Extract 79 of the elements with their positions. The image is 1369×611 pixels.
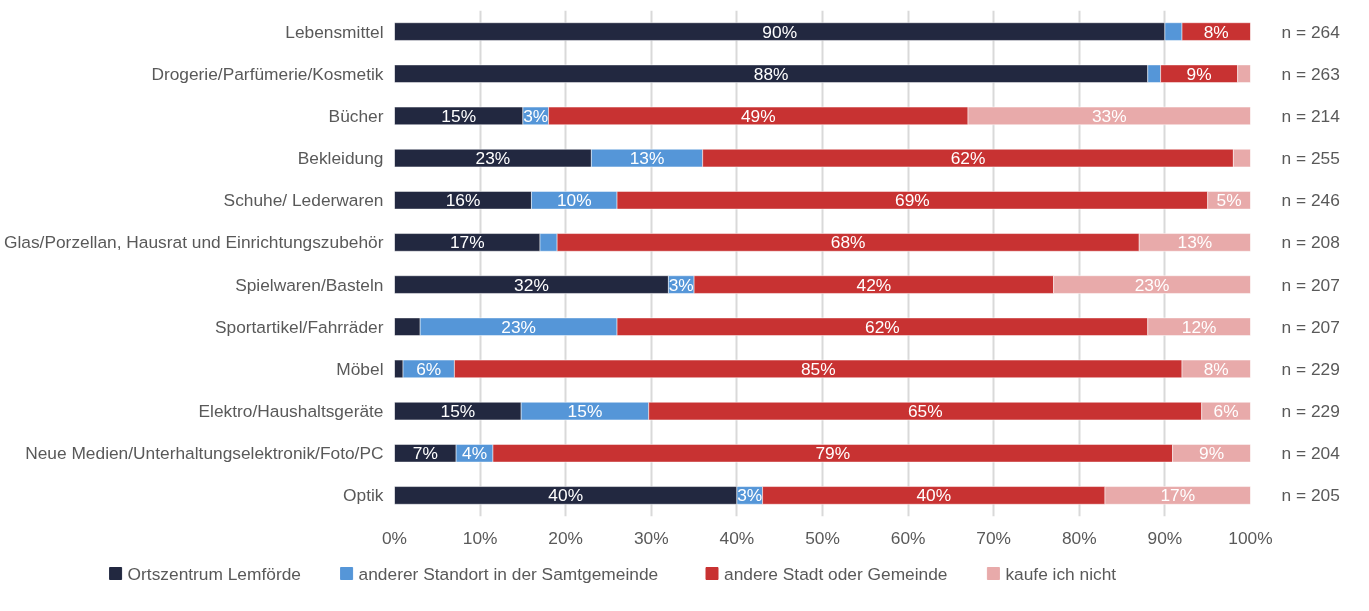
data-label: 13% xyxy=(629,148,665,169)
y-tick-label: Sportartikel/Fahrräder xyxy=(214,316,384,337)
y-tick-label: Schuhe/ Lederwaren xyxy=(223,190,384,211)
data-label: 15% xyxy=(440,401,476,422)
x-tick-label: 10% xyxy=(462,527,498,548)
data-label: 17% xyxy=(449,232,485,253)
data-label: 32% xyxy=(514,274,549,295)
data-label: 8% xyxy=(1203,21,1229,42)
data-label: 62% xyxy=(950,148,986,169)
data-label: 10% xyxy=(556,190,592,211)
y-tick-label: Glas/Porzellan, Hausrat und Einrichtungszubehör xyxy=(4,232,384,253)
data-label: 12% xyxy=(1181,316,1217,337)
data-label: 68% xyxy=(830,232,866,253)
text: n = 255 xyxy=(1281,148,1340,169)
text: n = 204 xyxy=(1281,443,1341,464)
data-label: 40% xyxy=(916,485,952,506)
data-label: 90% xyxy=(762,21,798,42)
text: n = 229 xyxy=(1281,401,1340,422)
data-label: 6% xyxy=(1213,401,1239,422)
y-tick-label: Möbel xyxy=(336,358,384,379)
data-label: 85% xyxy=(800,358,836,379)
text: n = 207 xyxy=(1281,274,1340,295)
data-label: 49% xyxy=(740,105,776,126)
text: n = 207 xyxy=(1281,316,1340,337)
y-tick-label: Lebensmittel xyxy=(285,21,384,42)
data-label: 17% xyxy=(1160,485,1196,506)
data-label: 23% xyxy=(501,316,536,337)
x-tick-label: 50% xyxy=(805,527,840,548)
data-label: 3% xyxy=(737,485,763,506)
x-tick-label: 80% xyxy=(1061,527,1097,548)
data-label: 69% xyxy=(895,190,930,211)
text: n = 264 xyxy=(1281,21,1341,42)
text: n = 246 xyxy=(1281,190,1340,211)
data-label: 88% xyxy=(753,63,789,84)
x-tick-label: 30% xyxy=(633,527,669,548)
y-tick-label: Elektro/Haushaltsgeräte xyxy=(198,401,384,422)
x-tick-label: 70% xyxy=(976,527,1012,548)
text: n = 229 xyxy=(1281,358,1340,379)
data-label: 13% xyxy=(1177,232,1213,253)
x-tick-label: 100% xyxy=(1228,527,1273,548)
data-label: 23% xyxy=(1134,274,1170,295)
data-label: 40% xyxy=(548,485,584,506)
text: n = 205 xyxy=(1281,485,1340,506)
data-label: 15% xyxy=(567,401,603,422)
data-label: 62% xyxy=(865,316,900,337)
data-label: 5% xyxy=(1216,190,1242,211)
data-label: 15% xyxy=(441,105,477,126)
legend-label: andere Stadt oder Gemeinde xyxy=(724,563,948,584)
data-label: 9% xyxy=(1199,443,1225,464)
y-tick-label: Bücher xyxy=(328,105,384,126)
data-label: 6% xyxy=(416,358,442,379)
data-label: 65% xyxy=(907,401,943,422)
y-tick-label: Bekleidung xyxy=(297,148,384,169)
y-tick-label: Spielwaren/Basteln xyxy=(235,274,384,295)
data-label: 3% xyxy=(523,105,549,126)
data-label: 3% xyxy=(668,274,694,295)
data-label: 9% xyxy=(1186,63,1212,84)
legend-label: kaufe ich nicht xyxy=(1005,563,1117,584)
data-label: 42% xyxy=(856,274,892,295)
legend-label: anderer Standort in der Samtgemeinde xyxy=(358,563,659,584)
text: n = 208 xyxy=(1281,232,1340,253)
data-label: 23% xyxy=(475,148,511,169)
x-tick-label: 60% xyxy=(890,527,926,548)
text: n = 214 xyxy=(1281,105,1341,126)
x-tick-label: 20% xyxy=(548,527,584,548)
y-tick-label: Drogerie/Parfümerie/Kosmetik xyxy=(151,63,384,84)
x-tick-label: 0% xyxy=(381,527,408,548)
data-label: 33% xyxy=(1091,105,1127,126)
data-label: 7% xyxy=(412,443,438,464)
data-label: 16% xyxy=(445,190,481,211)
text: n = 263 xyxy=(1281,63,1340,84)
legend-label: Ortszentrum Lemförde xyxy=(127,563,301,584)
data-label: 4% xyxy=(462,443,488,464)
y-tick-label: Neue Medien/Unterhaltungselektronik/Foto/PC xyxy=(25,443,384,464)
x-tick-label: 90% xyxy=(1147,527,1183,548)
x-tick-label: 40% xyxy=(719,527,755,548)
y-tick-label: Optik xyxy=(343,485,384,506)
data-label: 79% xyxy=(815,443,851,464)
data-label: 8% xyxy=(1203,358,1229,379)
